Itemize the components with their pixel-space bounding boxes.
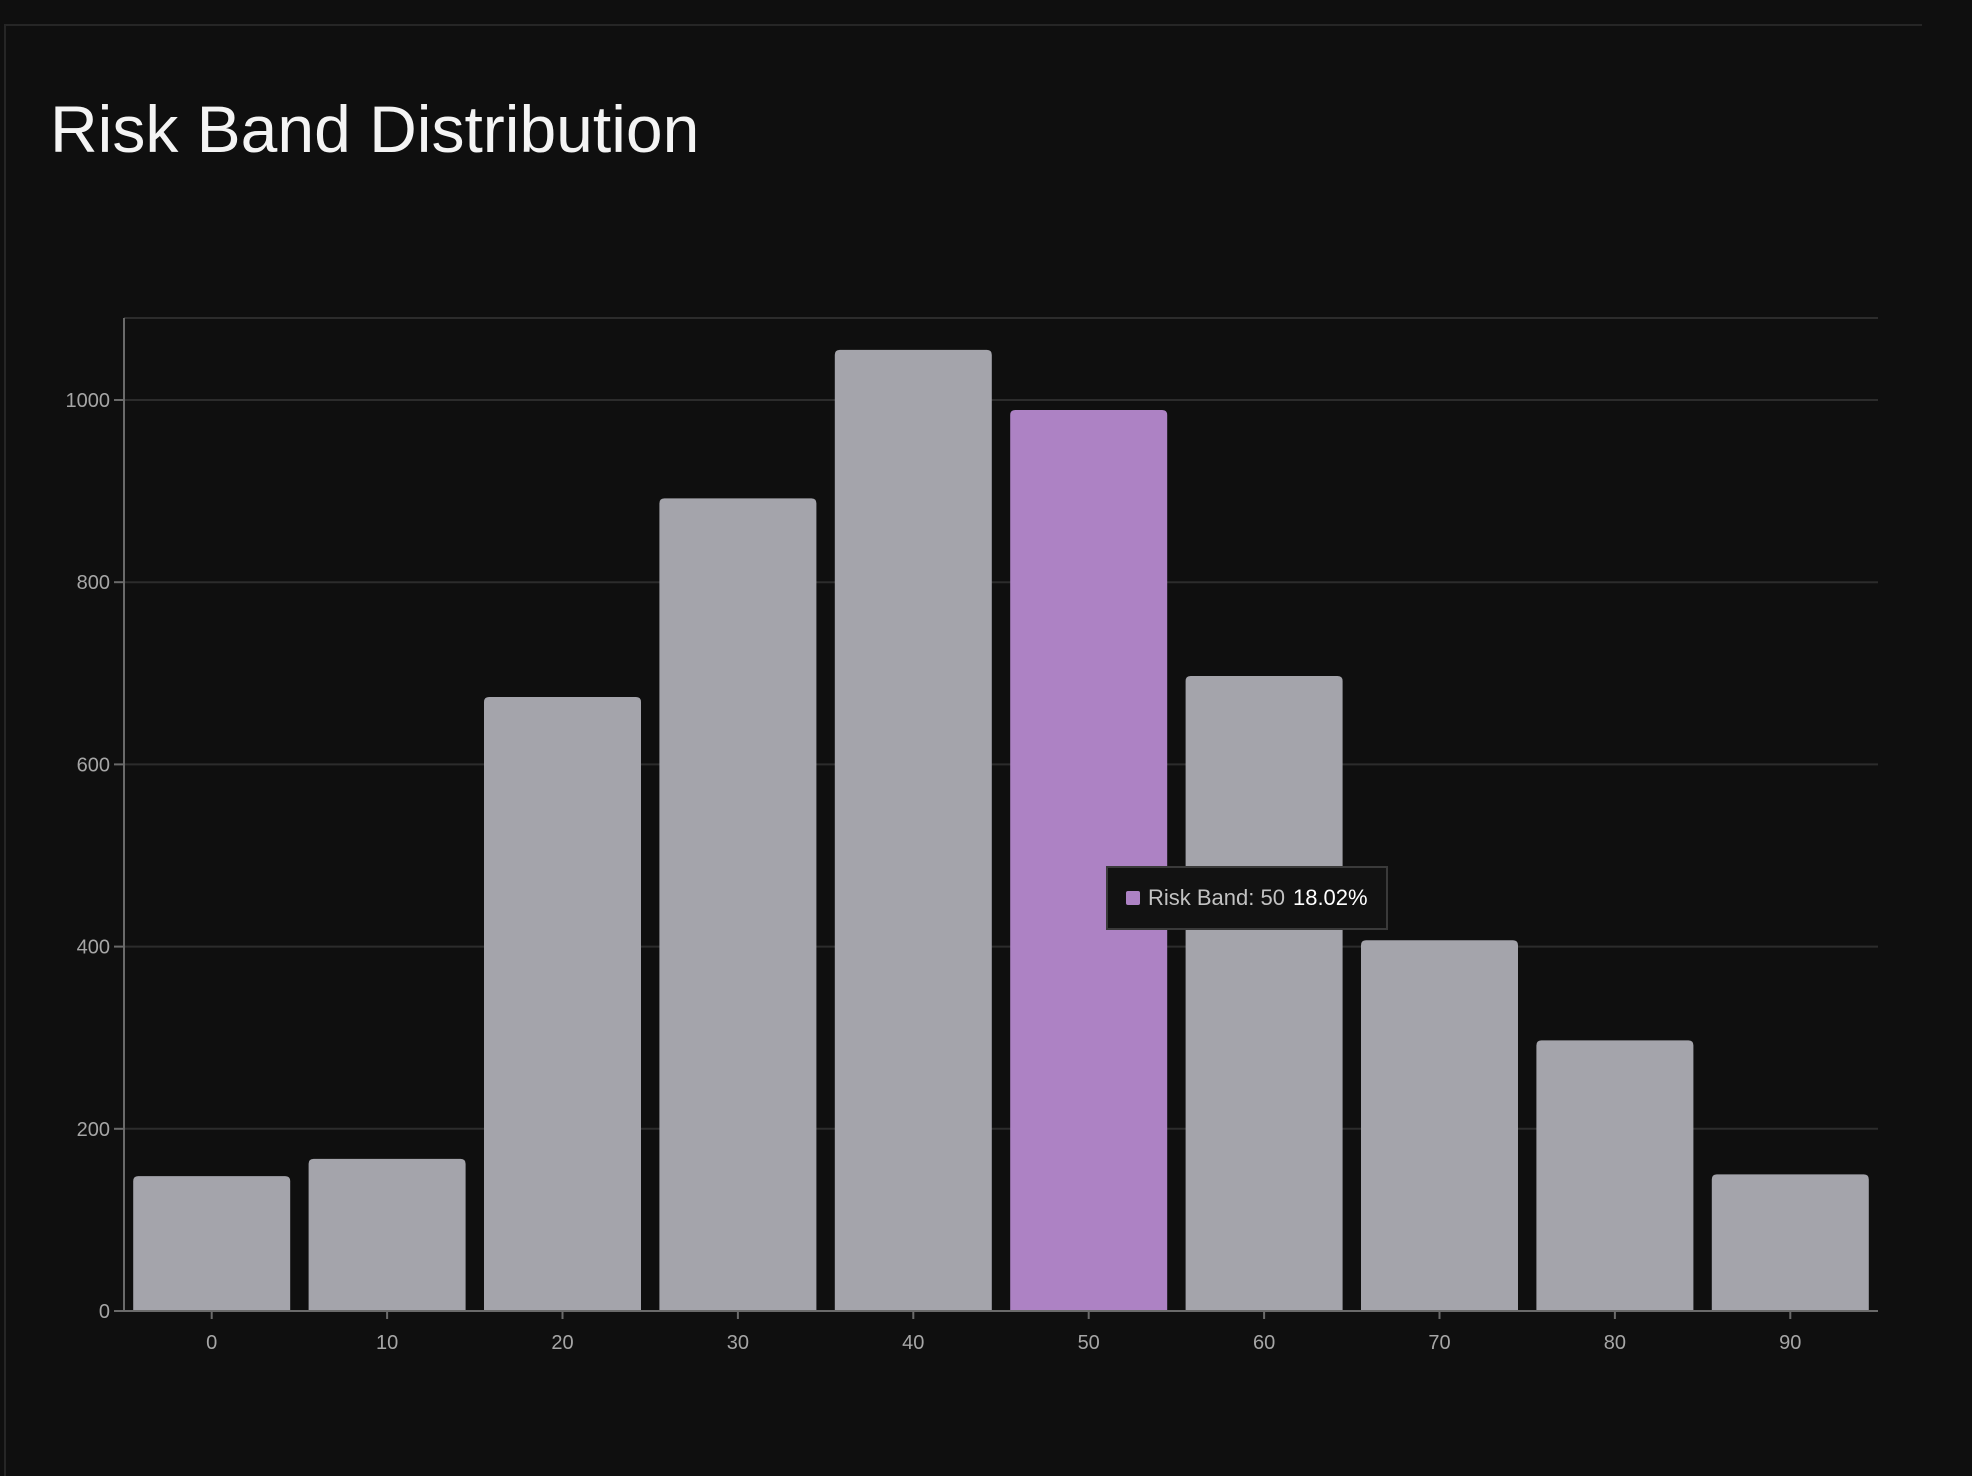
bar-70[interactable] bbox=[1361, 940, 1518, 1311]
y-tick-label: 800 bbox=[77, 572, 110, 594]
gridlines bbox=[124, 317, 1878, 1130]
x-tick-label: 70 bbox=[1428, 1332, 1450, 1354]
x-tick-label: 20 bbox=[551, 1332, 573, 1354]
tooltip-value: 18.02% bbox=[1292, 885, 1368, 910]
tooltip-label: Risk Band: 50 bbox=[1148, 885, 1285, 910]
x-tick-label: 40 bbox=[902, 1332, 924, 1354]
y-tick-label: 600 bbox=[77, 754, 110, 776]
tooltip-swatch-icon bbox=[1126, 891, 1140, 905]
x-tick-label: 0 bbox=[206, 1332, 217, 1354]
bar-90[interactable] bbox=[1711, 1174, 1869, 1311]
bar-20[interactable] bbox=[484, 696, 641, 1311]
y-tick-labels: 0 200 400 600 800 1000 bbox=[66, 390, 111, 1323]
x-tick-label: 50 bbox=[1078, 1332, 1100, 1354]
bar-40[interactable] bbox=[834, 349, 992, 1311]
bars bbox=[133, 349, 1869, 1311]
y-tick-label: 1000 bbox=[66, 390, 111, 412]
x-tick-label: 30 bbox=[727, 1332, 749, 1354]
x-tick-label: 60 bbox=[1253, 1332, 1275, 1354]
bar-60[interactable] bbox=[1185, 676, 1343, 1311]
x-tick-label: 90 bbox=[1779, 1332, 1801, 1354]
y-tick-label: 200 bbox=[77, 1119, 110, 1141]
bar-80[interactable] bbox=[1536, 1040, 1694, 1311]
y-tick-label: 0 bbox=[99, 1301, 110, 1323]
bar-tooltip: Risk Band: 50 18.02% bbox=[1106, 866, 1388, 930]
x-tick-label: 10 bbox=[376, 1332, 398, 1354]
axes bbox=[114, 318, 1878, 1319]
x-tick-labels: 0 10 20 30 40 50 60 70 80 90 bbox=[206, 1332, 1801, 1354]
bar-30[interactable] bbox=[659, 498, 817, 1311]
bar-0[interactable] bbox=[133, 1176, 291, 1311]
x-tick-label: 80 bbox=[1604, 1332, 1626, 1354]
chart-panel bbox=[4, 24, 1922, 1476]
chart-title: Risk Band Distribution bbox=[50, 92, 700, 166]
bar-10[interactable] bbox=[308, 1158, 466, 1311]
bar-50[interactable] bbox=[1010, 410, 1168, 1311]
y-tick-label: 400 bbox=[77, 937, 110, 959]
